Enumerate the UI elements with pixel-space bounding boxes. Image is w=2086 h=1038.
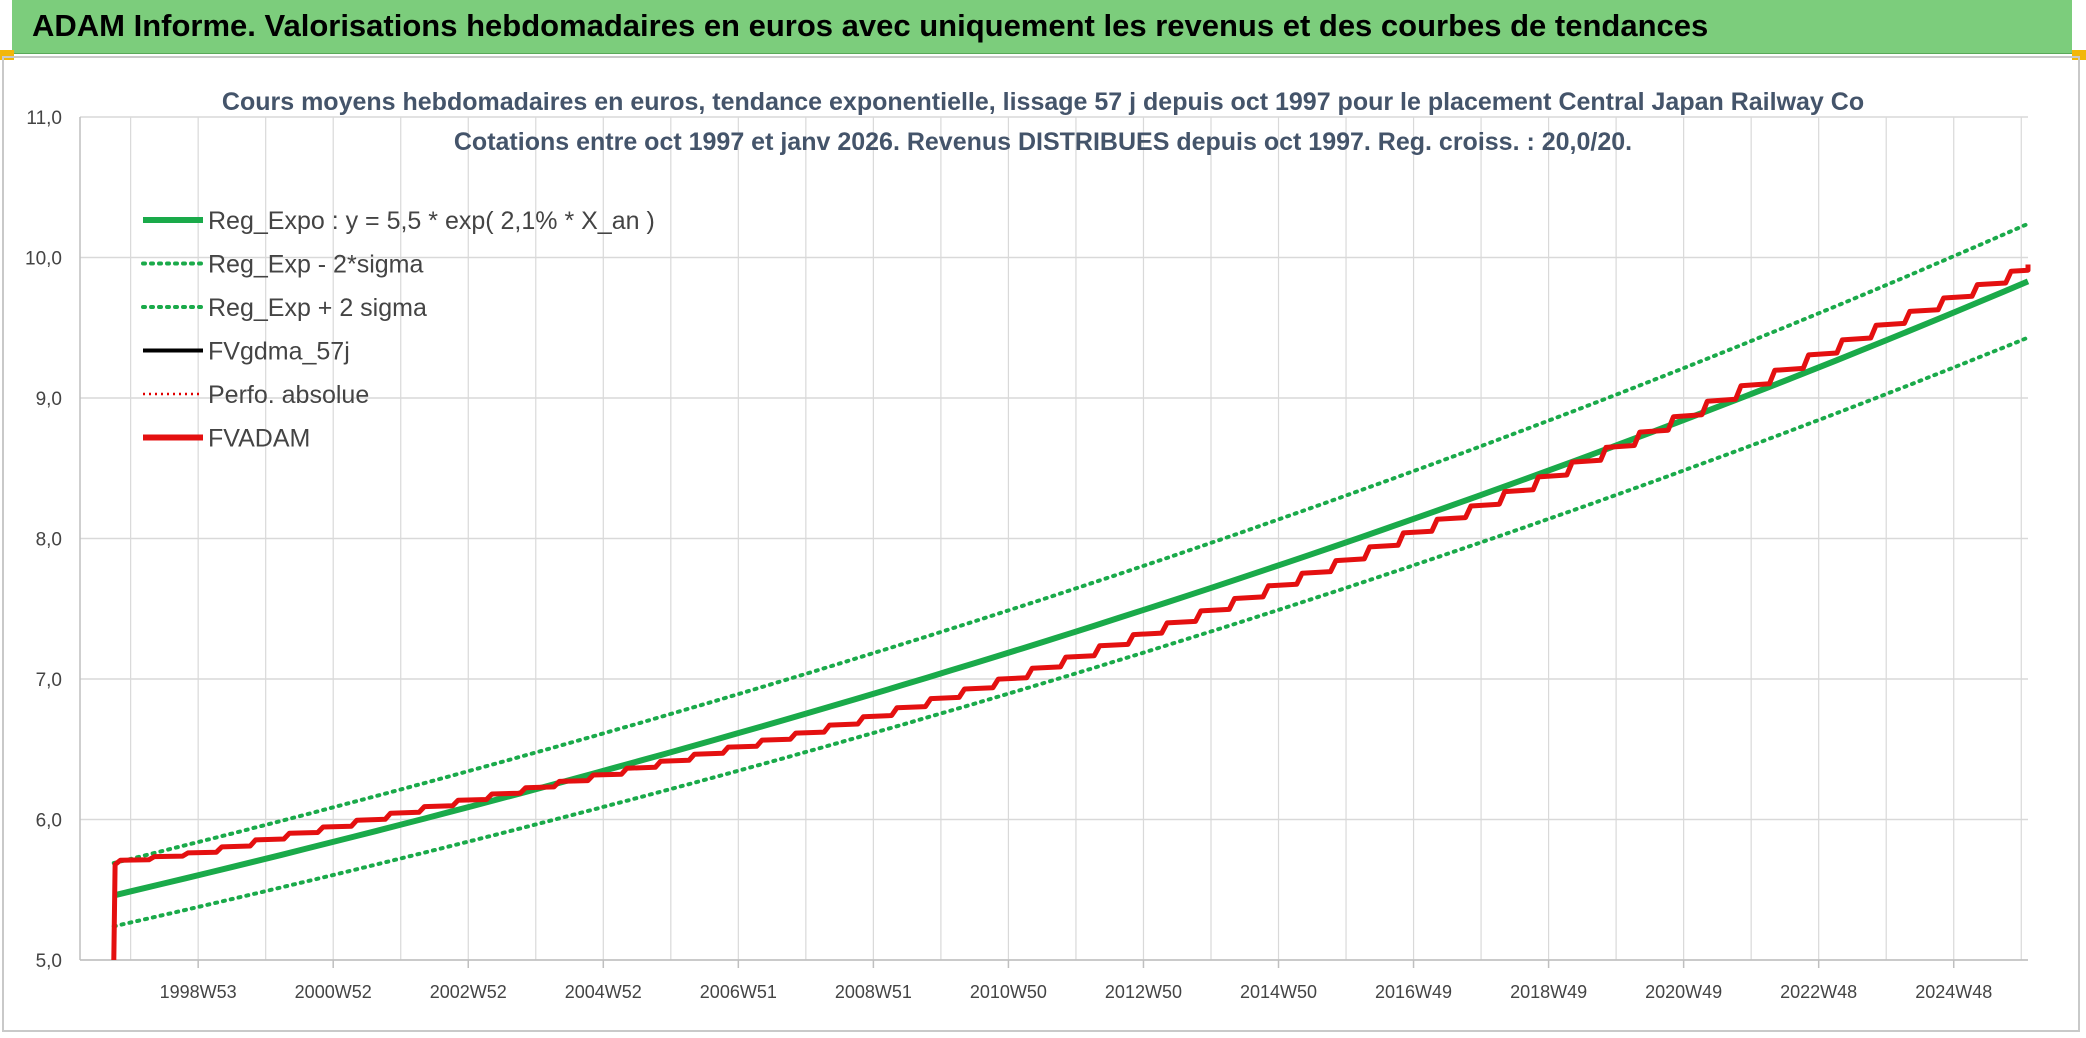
y-tick-label: 10,0 (25, 249, 62, 270)
series (111, 221, 2031, 961)
x-tick-label: 2010W50 (970, 982, 1047, 1002)
series-reg-expo (113, 278, 2030, 899)
y-tick-label: 5,0 (36, 951, 62, 972)
axes: 5,0 6,0 7,0 8,0 9,0 10,0 11,0 1998W53 2000W52 200… (25, 108, 2028, 1002)
x-tick-label: 2006W51 (700, 982, 777, 1002)
x-tick-label: 1998W53 (160, 982, 237, 1002)
legend-label: FVgdma_57j (208, 338, 350, 366)
legend-label: FVADAM (208, 425, 310, 453)
y-tick-label: 7,0 (36, 670, 62, 691)
y-tick-label: 6,0 (36, 811, 62, 832)
legend: Reg_Expo : y = 5,5 * exp( 2,1% * X_an ) R… (141, 207, 655, 453)
x-tick-label: 2022W48 (1780, 982, 1857, 1002)
x-tick-label: 2000W52 (295, 982, 372, 1002)
grid (80, 116, 2028, 961)
corner-marker-right (2072, 50, 2086, 60)
x-tick-label: 2012W50 (1105, 982, 1182, 1002)
chart-frame (2, 56, 2080, 1032)
x-tick-label: 2002W52 (430, 982, 507, 1002)
x-tick-label: 2016W49 (1375, 982, 1452, 1002)
x-tick-label: 2018W49 (1510, 982, 1587, 1002)
legend-label: Reg_Expo : y = 5,5 * exp( 2,1% * X_an ) (208, 207, 655, 235)
legend-label: Reg_Exp + 2 sigma (208, 294, 427, 322)
legend-label: Perfo. absolue (208, 381, 369, 409)
legend-label: Reg_Exp - 2*sigma (208, 251, 423, 279)
x-tick-label: 2020W49 (1645, 982, 1722, 1002)
chart-title-line1: Cours moyens hebdomadaires en euros, ten… (222, 88, 1864, 116)
report-banner: ADAM Informe. Valorisations hebdomadaire… (12, 0, 2072, 54)
y-tick-label: 11,0 (26, 108, 62, 129)
x-tick-label: 2014W50 (1240, 982, 1317, 1002)
y-tick-label: 9,0 (36, 389, 62, 410)
x-tick-label: 2024W48 (1915, 982, 1992, 1002)
series-fvadam (111, 264, 2031, 961)
x-tick-label: 2004W52 (565, 982, 642, 1002)
corner-marker-left (0, 50, 14, 60)
x-tick-label: 2008W51 (835, 982, 912, 1002)
series-reg-minus-2sigma (111, 335, 2030, 929)
series-reg-plus-2sigma (111, 221, 2030, 866)
report-title: ADAM Informe. Valorisations hebdomadaire… (32, 8, 1709, 43)
chart-title-line2: Cotations entre oct 1997 et janv 2026. R… (454, 128, 1632, 156)
y-tick-label: 8,0 (36, 530, 62, 551)
